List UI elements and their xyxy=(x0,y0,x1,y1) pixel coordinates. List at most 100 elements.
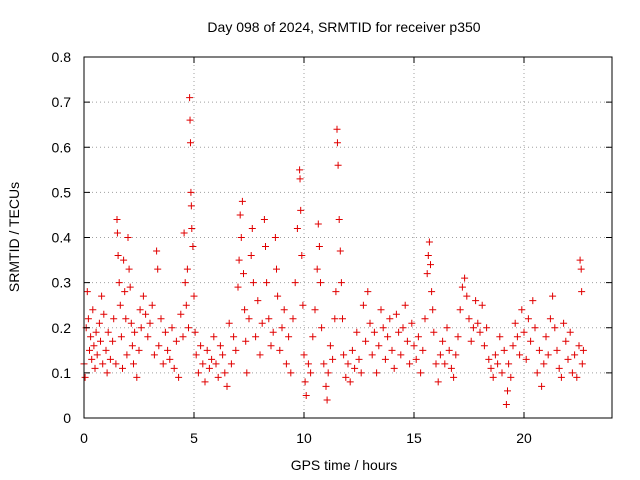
data-point xyxy=(144,333,152,341)
data-point xyxy=(179,333,187,341)
data-point xyxy=(249,279,257,287)
data-point xyxy=(115,279,123,287)
data-point xyxy=(128,342,136,350)
data-point xyxy=(379,324,387,332)
data-point xyxy=(102,346,110,354)
data-point xyxy=(516,351,524,359)
data-point xyxy=(432,360,440,368)
data-point xyxy=(333,125,341,133)
data-point xyxy=(326,342,334,350)
y-tick-label: 0.8 xyxy=(52,49,72,65)
data-point xyxy=(280,306,288,314)
data-point xyxy=(236,211,244,219)
data-point xyxy=(291,279,299,287)
data-point xyxy=(496,333,504,341)
data-point xyxy=(309,333,317,341)
data-point xyxy=(511,319,519,327)
data-point xyxy=(434,378,442,386)
x-tick-label: 10 xyxy=(296,430,312,446)
data-point xyxy=(520,328,528,336)
data-point xyxy=(408,319,416,327)
data-point xyxy=(189,243,197,251)
data-point xyxy=(445,346,453,354)
data-point xyxy=(524,315,532,323)
data-point xyxy=(296,175,304,183)
data-point xyxy=(301,378,309,386)
x-tick-label: 0 xyxy=(80,430,88,446)
data-point xyxy=(245,315,253,323)
data-point xyxy=(116,301,124,309)
data-point xyxy=(390,364,398,372)
data-point xyxy=(254,297,262,305)
data-point xyxy=(329,355,337,363)
data-point xyxy=(540,360,548,368)
data-point xyxy=(212,360,220,368)
data-point xyxy=(183,265,191,273)
data-point xyxy=(113,229,121,237)
data-point xyxy=(205,364,213,372)
data-point xyxy=(97,337,104,345)
data-point xyxy=(340,351,348,359)
data-point xyxy=(142,310,150,318)
data-point xyxy=(95,319,103,327)
data-point xyxy=(311,306,319,314)
data-point xyxy=(324,369,332,377)
data-point xyxy=(429,306,437,314)
data-point xyxy=(98,292,106,300)
data-point xyxy=(122,315,130,323)
data-point xyxy=(578,288,586,296)
data-point xyxy=(452,351,460,359)
data-point xyxy=(322,382,330,390)
data-point xyxy=(331,315,339,323)
data-point xyxy=(576,256,584,264)
data-point xyxy=(123,351,131,359)
data-point xyxy=(126,283,134,291)
data-point xyxy=(538,382,546,390)
data-point xyxy=(334,161,342,169)
x-tick-label: 5 xyxy=(190,430,198,446)
data-point xyxy=(430,328,438,336)
data-point xyxy=(577,265,585,273)
data-point xyxy=(549,292,557,300)
data-point xyxy=(199,360,207,368)
data-point xyxy=(535,346,543,354)
data-point xyxy=(494,360,502,368)
data-point xyxy=(346,378,354,386)
data-point xyxy=(91,364,99,372)
data-point xyxy=(121,288,129,296)
data-point xyxy=(84,315,92,323)
data-point xyxy=(336,247,344,255)
data-point xyxy=(177,310,185,318)
data-point xyxy=(186,94,194,102)
data-point xyxy=(237,234,245,241)
data-point xyxy=(271,234,279,241)
y-tick-label: 0 xyxy=(63,410,71,426)
data-point xyxy=(104,328,112,336)
data-point xyxy=(273,265,280,273)
data-point xyxy=(436,351,444,359)
data-point xyxy=(518,306,526,314)
data-point xyxy=(555,364,563,372)
data-point xyxy=(463,292,471,300)
data-point xyxy=(491,351,499,359)
x-tick-label: 20 xyxy=(516,430,532,446)
data-point xyxy=(313,265,321,273)
data-point xyxy=(474,319,482,327)
data-point xyxy=(221,369,229,377)
data-point xyxy=(573,373,581,381)
data-point xyxy=(285,333,293,341)
data-point xyxy=(355,355,363,363)
data-point xyxy=(337,279,345,287)
data-point xyxy=(88,355,96,363)
data-point xyxy=(289,315,297,323)
data-point xyxy=(454,333,462,341)
data-point xyxy=(240,270,247,278)
data-point xyxy=(504,387,511,395)
data-point xyxy=(87,333,95,341)
data-point xyxy=(317,279,324,287)
data-point xyxy=(299,301,307,309)
data-point xyxy=(489,373,497,381)
data-point xyxy=(93,351,101,359)
data-point xyxy=(172,337,180,345)
data-point xyxy=(150,351,158,359)
